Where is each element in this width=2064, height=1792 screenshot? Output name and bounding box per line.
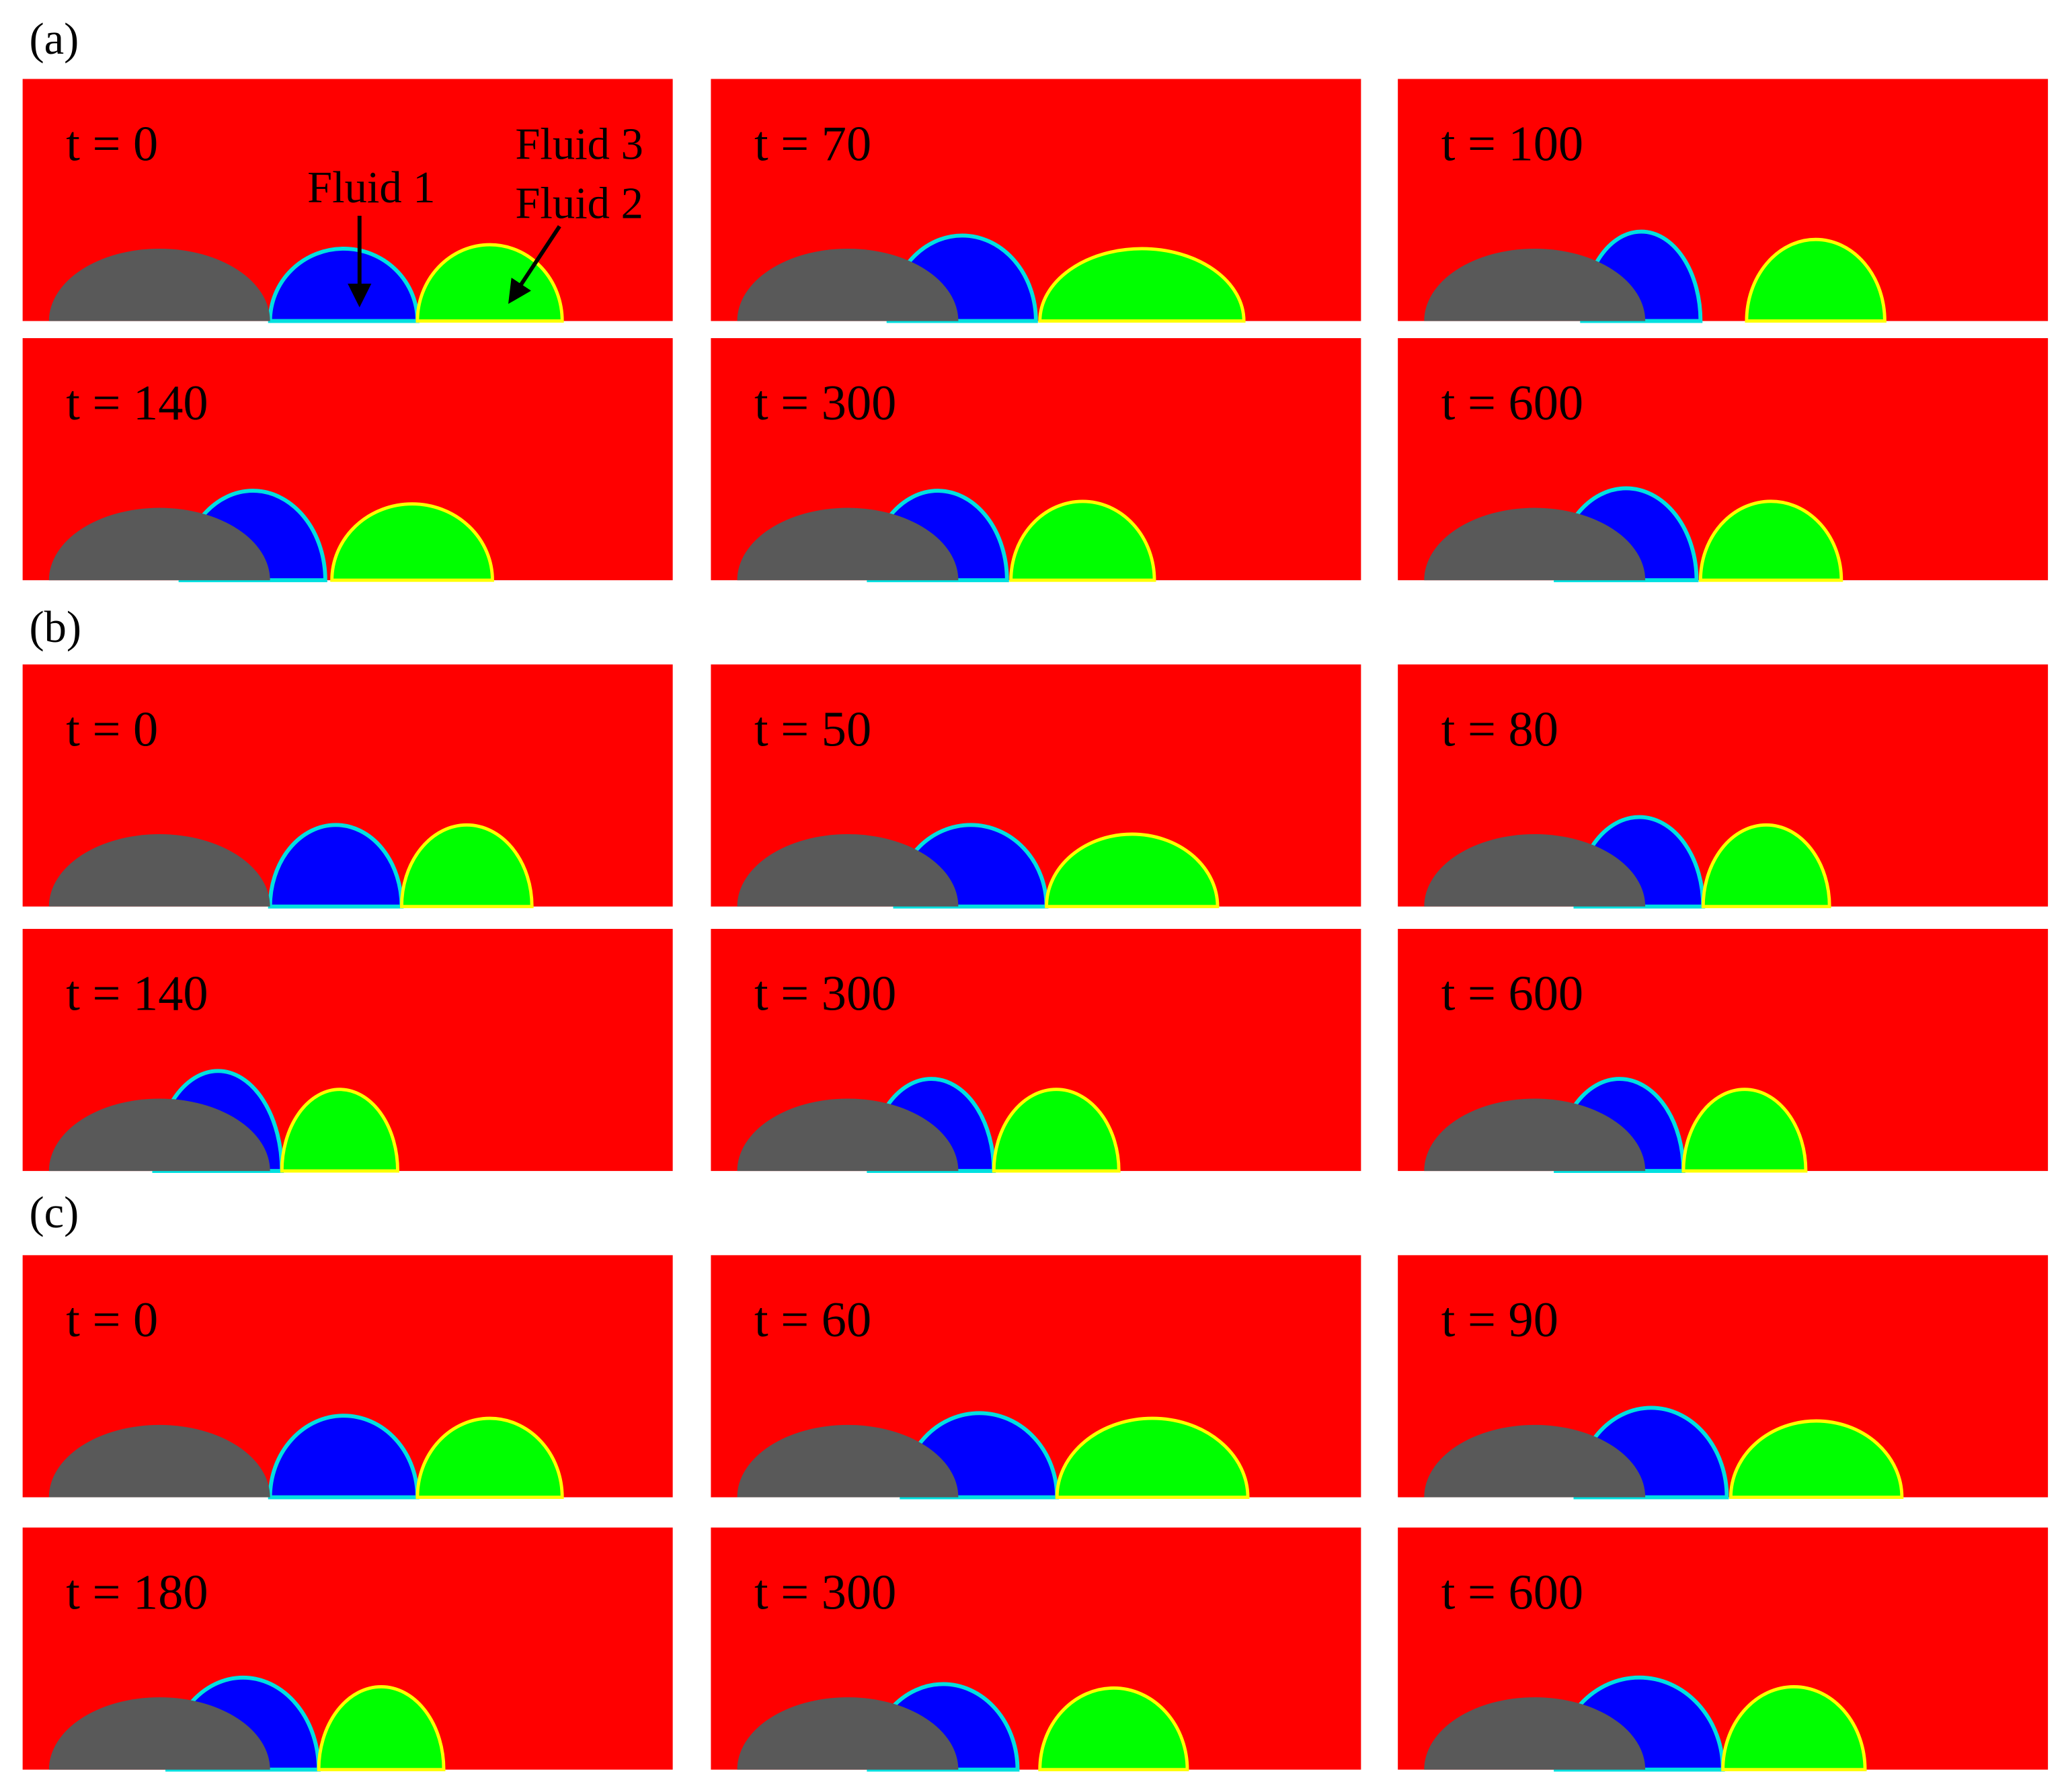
solid-particle [737,507,959,581]
simulation-panel: t = 80 [1398,664,2049,909]
group-label: (c) [29,1188,79,1237]
fluid-2-drop [1729,1419,1904,1499]
solid-particle [48,834,270,907]
fluid-2-drop [280,1088,399,1173]
fluid-2-drop [1681,1088,1808,1173]
time-label: t = 140 [66,376,208,431]
solid-particle [1424,834,1646,907]
simulation-panel: t = 70 [711,79,1361,323]
simulation-panel: t = 0 [22,1255,673,1500]
solid-particle [1424,507,1646,581]
simulation-panel: t = 300 [711,928,1361,1174]
solid-particle [1424,248,1646,321]
simulation-panel: t = 600 [1398,928,2049,1174]
time-label: t = 70 [754,116,871,171]
time-label: t = 50 [754,702,871,757]
time-label: t = 60 [754,1293,871,1348]
simulation-panel: t = 180 [22,1527,673,1772]
group-label: (b) [29,603,81,652]
fluid-2-drop [1721,1684,1867,1772]
simulation-panel: t = 0 [22,664,673,909]
solid-particle [737,1098,959,1172]
annotation: Fluid 2 [515,179,643,229]
fluid-2-drop [1745,237,1887,323]
simulation-panel: t = 90 [1398,1255,2049,1500]
solid-particle [48,248,270,321]
solid-particle [737,1424,959,1498]
solid-particle [1424,1424,1646,1498]
fluid-2-drop [1701,823,1831,909]
time-label: t = 300 [754,376,896,431]
fluid-2-drop [330,502,494,582]
arrow [508,225,561,304]
fluid-1-drop [268,1414,420,1500]
solid-particle [737,248,959,321]
time-label: t = 600 [1441,1565,1583,1620]
solid-particle [48,1424,270,1498]
fluid-2-drop [1055,1416,1250,1499]
solid-particle [1424,1098,1646,1172]
simulation-panel: t = 600 [1398,1527,2049,1772]
simulation-panel: t = 600 [1398,338,2049,583]
fluid-2-drop [1698,499,1843,582]
time-label: t = 80 [1441,702,1558,757]
fluid-2-drop [1009,499,1156,582]
time-label: t = 90 [1441,1293,1558,1348]
fluid-2-drop [1045,832,1220,909]
time-label: t = 600 [1441,376,1583,431]
annotation: Fluid 3 [515,120,643,169]
solid-particle [737,834,959,907]
time-label: t = 300 [754,967,896,1022]
simulation-panel: t = 140 [22,338,673,583]
time-label: t = 0 [66,702,158,757]
simulation-panel: t = 300 [711,1527,1361,1772]
time-label: t = 140 [66,967,208,1022]
group-label: (a) [29,15,79,64]
fluid-2-drop [1038,247,1246,323]
solid-particle [737,1697,959,1770]
solid-particle [1424,1697,1646,1770]
fluid-2-drop [992,1088,1121,1173]
time-label: t = 180 [66,1565,208,1620]
time-label: t = 600 [1441,967,1583,1022]
fluid-2-drop [415,1416,564,1499]
simulation-panel: t = 140 [22,928,673,1174]
simulation-panel: t = 300 [711,338,1361,583]
fluid-2-drop [1038,1686,1189,1772]
time-label: t = 0 [66,1293,158,1348]
solid-particle [48,507,270,581]
simulation-panel: t = 100 [1398,79,2049,323]
time-label: t = 300 [754,1565,896,1620]
fluid-2-drop [399,823,534,909]
simulation-panel: t = 60 [711,1255,1361,1500]
fluid-2-drop [317,1684,446,1772]
annotation: Fluid 1 [307,163,435,212]
simulation-panel: t = 50 [711,664,1361,909]
time-label: t = 100 [1441,116,1583,171]
fluid-1-drop [268,823,404,909]
fluid-1-drop [268,247,420,323]
solid-particle [48,1697,270,1770]
simulation-panel: t = 0 [22,79,673,323]
time-label: t = 0 [66,116,158,171]
solid-particle [48,1098,270,1172]
